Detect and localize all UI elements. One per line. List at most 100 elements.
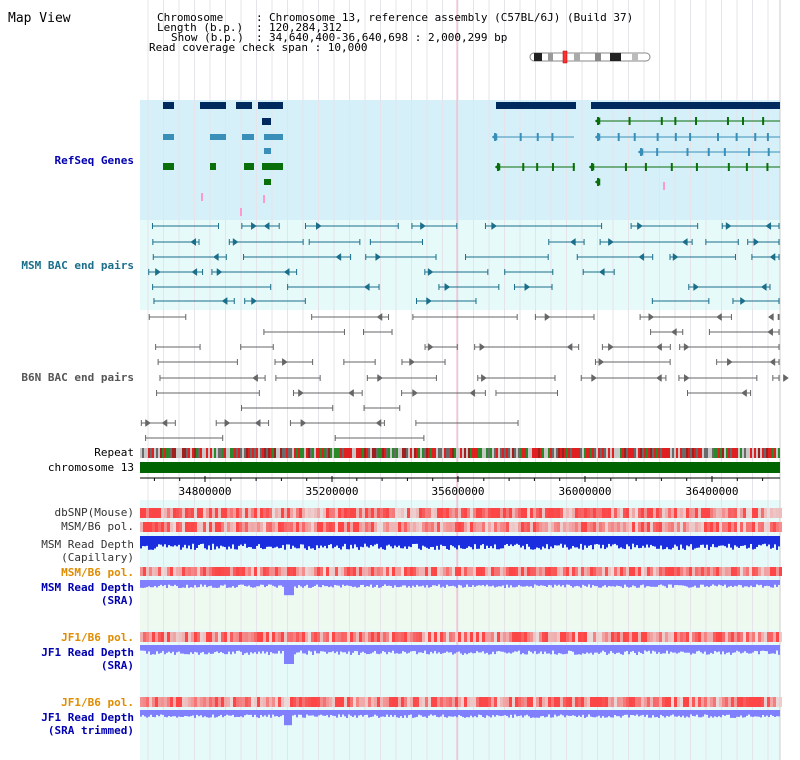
heat-cell: [200, 632, 203, 642]
repeat-segment: [684, 448, 686, 458]
heat-cell: [482, 567, 485, 576]
repeat-segment: [640, 448, 642, 458]
repeat-segment: [358, 448, 360, 458]
label-repeat[interactable]: Repeat: [94, 446, 134, 459]
heat-cell: [479, 567, 482, 576]
depth-bar: [600, 580, 602, 588]
pair-arrow: [190, 238, 197, 246]
heat-cell: [296, 632, 299, 642]
depth-bar: [556, 580, 558, 586]
depth-bar: [206, 645, 208, 655]
depth-bar: [558, 645, 560, 654]
repeat-segment: [374, 448, 376, 458]
chromosome-ideogram[interactable]: [529, 50, 651, 64]
heat-cell: [485, 632, 488, 642]
repeat-segment: [452, 448, 454, 458]
repeat-segment: [658, 448, 660, 458]
depth-bar: [214, 645, 216, 653]
msm-bac-pair: [211, 268, 298, 276]
heat-cell: [380, 522, 383, 532]
refseq-genes-track[interactable]: [163, 102, 780, 216]
label-dbsnp[interactable]: dbSNP(Mouse): [55, 506, 134, 519]
heat-cell: [203, 697, 206, 707]
repeat-segment: [742, 448, 744, 458]
label-b6n-bac[interactable]: B6N BAC end pairs: [21, 371, 134, 384]
heat-cell: [332, 508, 335, 518]
repeat-track[interactable]: [140, 448, 780, 458]
depth-bar: [776, 710, 778, 717]
depth-bar: [398, 536, 400, 546]
label-msm-b6-pol-1[interactable]: MSM/B6 pol.: [61, 520, 134, 533]
label-jf1-b6-pol-2[interactable]: JF1/B6 pol.: [61, 696, 134, 709]
heat-cell: [284, 508, 287, 518]
depth-bar: [714, 710, 716, 717]
depth-bar: [430, 710, 432, 715]
depth-bar: [304, 645, 306, 654]
label-jf1-depth-trimmed[interactable]: JF1 Read Depth: [41, 711, 134, 724]
depth-bar: [232, 580, 234, 587]
depth-bar: [212, 645, 214, 654]
depth-bar: [310, 536, 312, 549]
heat-cell: [173, 508, 176, 518]
heat-cell: [587, 508, 590, 518]
repeat-segment: [468, 448, 470, 458]
label-msm-bac[interactable]: MSM BAC end pairs: [21, 259, 134, 272]
heat-cell: [248, 632, 251, 642]
depth-bar: [500, 710, 502, 717]
b6n-bac-pair: [334, 435, 425, 441]
heat-cell: [167, 632, 170, 642]
heat-cell: [197, 522, 200, 532]
heat-cell: [746, 567, 749, 576]
depth-bar: [280, 536, 282, 548]
repeat-segment: [758, 448, 760, 458]
label-chromosome[interactable]: chromosome 13: [48, 461, 134, 474]
label-refseq[interactable]: RefSeq Genes: [55, 154, 134, 167]
depth-bar: [160, 536, 162, 545]
label-jf1-b6-pol-1[interactable]: JF1/B6 pol.: [61, 631, 134, 644]
depth-bar: [328, 710, 330, 718]
heat-cell: [173, 632, 176, 642]
depth-bar: [504, 710, 506, 716]
b6n-bac-track[interactable]: [140, 313, 789, 442]
depth-bar: [200, 580, 202, 585]
heat-cell: [362, 522, 365, 532]
heat-cell: [371, 522, 374, 532]
heat-cell: [581, 567, 584, 576]
depth-bar: [210, 580, 212, 586]
repeat-segment: [768, 448, 770, 458]
repeat-segment: [778, 448, 780, 458]
depth-bar: [626, 580, 628, 587]
depth-bar: [158, 536, 160, 545]
msm-bac-background: [140, 220, 780, 310]
repeat-segment: [450, 448, 452, 458]
label-msm-depth-capillary-sub: (Capillary): [61, 551, 134, 564]
pair-arrow: [765, 222, 772, 230]
label-jf1-depth-sra[interactable]: JF1 Read Depth: [41, 646, 134, 659]
heat-cell: [617, 632, 620, 642]
heat-cell: [719, 508, 722, 518]
label-msm-b6-pol-2[interactable]: MSM/B6 pol.: [61, 566, 134, 579]
depth-bar: [388, 645, 390, 652]
depth-bar: [532, 645, 534, 654]
heat-cell: [374, 522, 377, 532]
msm-bac-pair: [416, 297, 477, 305]
b6n-bac-pair: [474, 343, 580, 351]
heat-cell: [530, 522, 533, 532]
depth-bar: [494, 580, 496, 588]
heat-cell: [515, 508, 518, 518]
heat-cell: [419, 632, 422, 642]
depth-bar: [692, 536, 694, 550]
label-msm-depth-capillary[interactable]: MSM Read Depth: [41, 538, 134, 551]
heat-cell: [524, 567, 527, 576]
repeat-segment: [262, 448, 264, 458]
heat-cell: [569, 522, 572, 532]
depth-bar: [592, 645, 594, 655]
heat-cell: [473, 697, 476, 707]
heat-tracks[interactable]: [140, 508, 782, 726]
depth-bar: [178, 645, 180, 652]
depth-bar: [182, 710, 184, 717]
label-msm-depth-sra[interactable]: MSM Read Depth: [41, 581, 134, 594]
msm-bac-track[interactable]: [148, 222, 780, 305]
depth-bar: [652, 645, 654, 651]
depth-bar: [710, 536, 712, 547]
